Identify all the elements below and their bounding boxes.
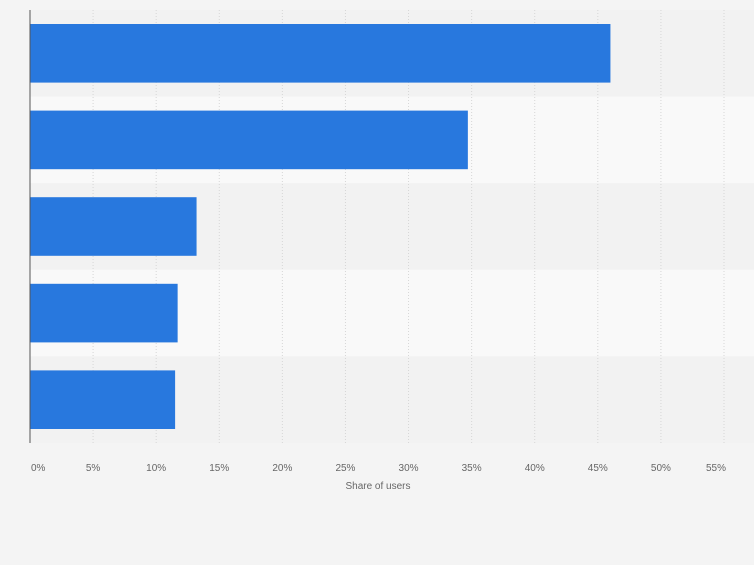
x-tick-label: 25% [335, 463, 355, 474]
x-tick-label: 50% [651, 463, 671, 474]
x-tick-label: 45% [588, 463, 608, 474]
x-tick-label: 55% [706, 463, 726, 474]
bar [30, 370, 176, 429]
x-axis-label: Share of users [345, 481, 410, 492]
x-tick-label: 30% [399, 463, 419, 474]
x-tick-label: 5% [86, 463, 101, 474]
bar [30, 197, 197, 256]
x-tick-label: 35% [462, 463, 482, 474]
x-tick-label: 20% [272, 463, 292, 474]
x-tick-label: 0% [31, 463, 46, 474]
bar [30, 110, 468, 170]
x-tick-label: 40% [525, 463, 545, 474]
x-tick-label: 15% [209, 463, 229, 474]
x-tick-label: 10% [146, 463, 166, 474]
bars [30, 24, 611, 429]
bar [30, 24, 611, 83]
x-tick-labels: 0% 5% 10% 15% 20% 25% 30% 35% 40% 45% 50% 55% [31, 463, 726, 474]
bar [30, 283, 178, 343]
